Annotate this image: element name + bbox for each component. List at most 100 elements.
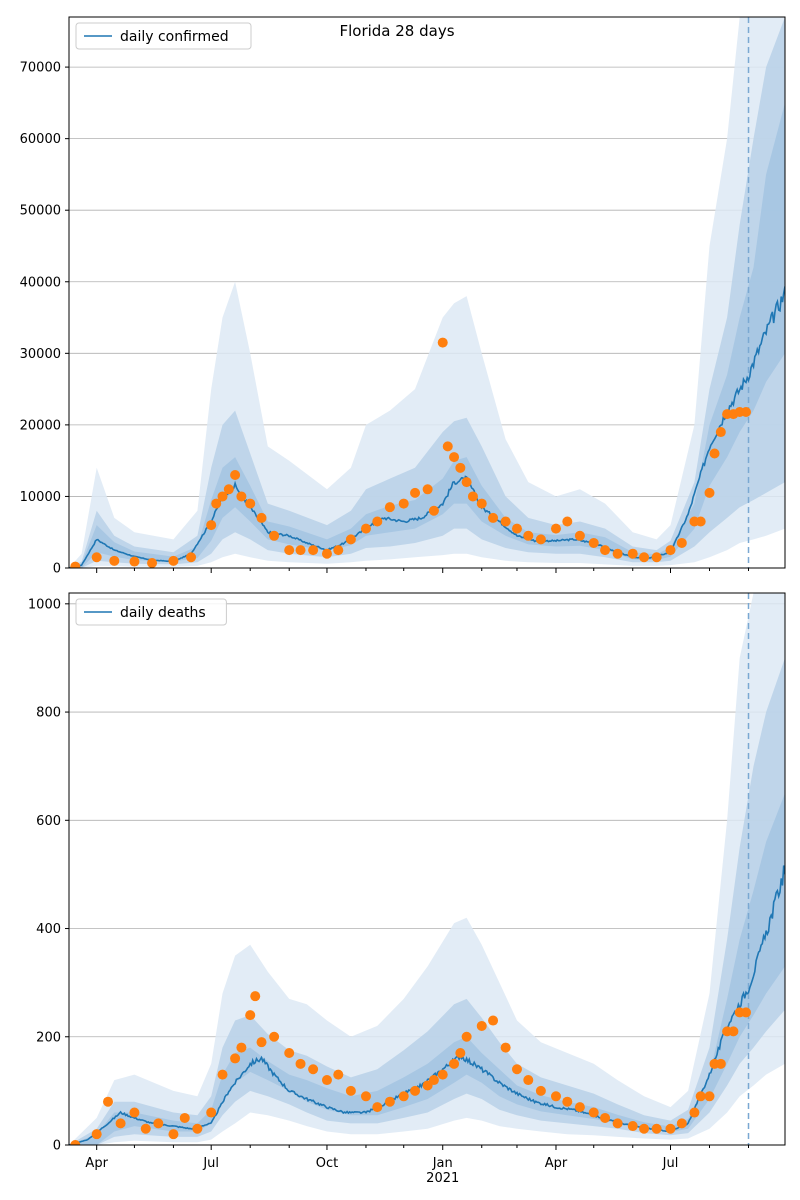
y-tick-label: 70000 xyxy=(20,61,61,76)
legend-label: daily confirmed xyxy=(120,29,229,45)
data-point xyxy=(109,555,120,566)
data-point xyxy=(500,1042,511,1053)
data-point xyxy=(562,516,573,527)
data-point xyxy=(665,1123,676,1134)
data-point xyxy=(168,555,179,566)
axes-frame xyxy=(68,16,786,569)
data-point xyxy=(715,1058,726,1069)
data-point xyxy=(236,1042,247,1053)
data-point xyxy=(256,1037,267,1048)
x-tick-label: Jul xyxy=(202,1156,219,1171)
data-point xyxy=(428,505,439,516)
data-point xyxy=(230,1053,241,1064)
data-point xyxy=(574,530,585,541)
data-point xyxy=(612,1118,623,1129)
data-point xyxy=(211,498,222,509)
uncertainty-band-2 xyxy=(69,657,785,1145)
uncertainty-band-1 xyxy=(69,17,785,568)
y-tick-label: 1000 xyxy=(28,597,61,612)
legend-box xyxy=(75,22,252,50)
data-point xyxy=(410,1085,421,1096)
uncertainty-band-3 xyxy=(69,793,785,1145)
y-tick-label: 800 xyxy=(36,706,61,721)
data-point xyxy=(550,523,561,534)
data-point xyxy=(740,407,751,418)
data-point xyxy=(398,498,409,509)
uncertainty-band-1 xyxy=(69,593,785,1145)
data-point xyxy=(129,1107,140,1118)
data-point xyxy=(91,552,102,563)
data-point xyxy=(627,1121,638,1132)
data-point xyxy=(550,1091,561,1102)
y-tick-label: 30000 xyxy=(20,347,61,362)
data-point xyxy=(449,1058,460,1069)
data-point xyxy=(588,537,599,548)
data-point xyxy=(600,545,611,556)
data-point xyxy=(728,1026,739,1037)
data-point xyxy=(488,1015,499,1026)
data-point xyxy=(535,1085,546,1096)
y-tick-label: 50000 xyxy=(20,204,61,219)
data-point xyxy=(269,530,280,541)
data-point xyxy=(295,545,306,556)
data-point xyxy=(217,491,228,502)
data-point xyxy=(206,1107,217,1118)
data-point xyxy=(70,561,81,568)
plot-area xyxy=(69,593,785,1145)
y-tick-label: 200 xyxy=(36,1030,61,1045)
data-point xyxy=(476,1020,487,1031)
data-point xyxy=(140,1123,151,1134)
data-point xyxy=(206,520,217,531)
confirmed-chart: 0 10000 20000 30000 40000 50000 60000 70000 Flor… xyxy=(20,16,786,577)
data-point xyxy=(179,1112,190,1123)
data-point xyxy=(321,548,332,559)
data-point xyxy=(715,427,726,438)
data-point xyxy=(384,1096,395,1107)
data-point xyxy=(70,1140,81,1145)
data-point xyxy=(676,1118,687,1129)
data-point xyxy=(223,484,234,495)
legend-box xyxy=(75,598,227,626)
chart-title: Florida 28 days xyxy=(339,22,454,40)
data-point xyxy=(295,1058,306,1069)
data-point xyxy=(284,1048,295,1058)
data-point xyxy=(192,1123,203,1134)
data-point xyxy=(455,1048,466,1058)
data-point xyxy=(500,516,511,527)
data-point xyxy=(410,487,421,498)
data-point xyxy=(245,1010,256,1021)
data-point xyxy=(186,552,197,563)
data-point xyxy=(360,1091,371,1102)
data-point xyxy=(574,1102,585,1113)
data-point xyxy=(461,1031,472,1042)
data-point xyxy=(709,448,720,459)
data-point xyxy=(372,1102,383,1113)
data-point xyxy=(345,1085,356,1096)
data-point xyxy=(588,1107,599,1118)
data-point xyxy=(250,991,261,1002)
data-point xyxy=(153,1118,164,1129)
y-tick-label: 40000 xyxy=(20,275,61,290)
y-tick-label: 600 xyxy=(36,814,61,829)
data-point xyxy=(449,452,460,463)
data-point xyxy=(562,1096,573,1107)
data-point xyxy=(256,512,267,523)
data-point xyxy=(488,512,499,523)
data-point xyxy=(600,1112,611,1123)
data-point xyxy=(115,1118,126,1129)
data-point xyxy=(665,545,676,556)
data-point xyxy=(704,1091,715,1102)
data-point xyxy=(523,1075,534,1086)
data-point xyxy=(455,462,466,473)
data-point xyxy=(740,1007,751,1018)
data-point xyxy=(321,1075,332,1086)
data-point xyxy=(476,498,487,509)
y-tick-label: 400 xyxy=(36,922,61,937)
data-point xyxy=(627,548,638,559)
data-point xyxy=(284,545,295,556)
data-point xyxy=(437,337,448,348)
data-point xyxy=(422,484,433,495)
plot-area xyxy=(69,17,785,568)
data-point xyxy=(467,491,478,502)
data-point xyxy=(704,487,715,498)
